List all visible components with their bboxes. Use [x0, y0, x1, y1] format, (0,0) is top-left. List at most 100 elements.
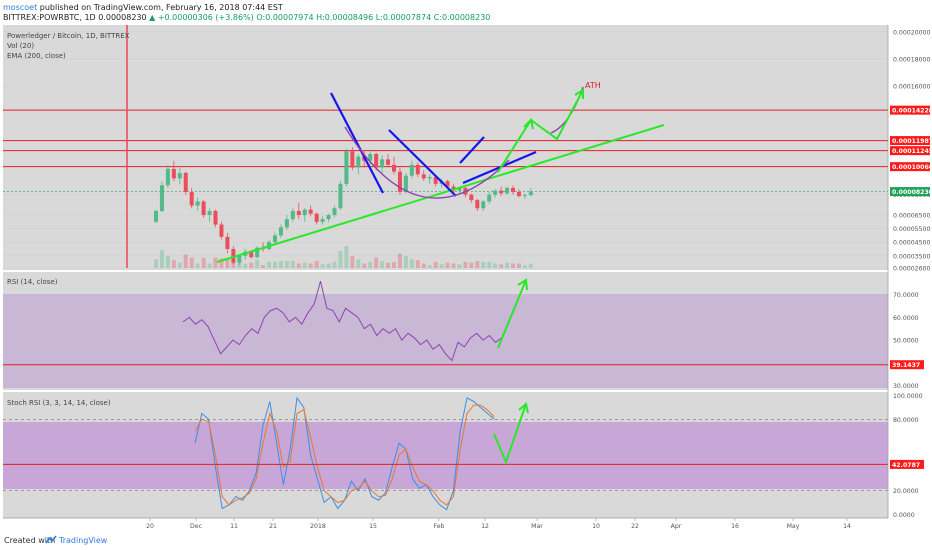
volume-bar [522, 265, 527, 268]
level-tag-label: 0.00014228 [892, 108, 932, 115]
candle [314, 213, 319, 222]
candle [397, 171, 402, 192]
time-tick-label: 22 [631, 523, 639, 530]
ohlc-values: O:0.00007974 H:0.00008496 L:0.00007874 C… [256, 13, 491, 22]
time-tick-label: Dec [190, 523, 203, 530]
candle [237, 255, 242, 263]
volume-bar [171, 260, 176, 268]
price-tick-label: 0.00018000 [893, 56, 930, 63]
volume-bar [427, 265, 432, 268]
volume-bar [392, 261, 396, 268]
candle [433, 177, 438, 184]
time-axis[interactable]: 20 Dec 11 21 2018 15 Feb 12 Mar 10 22 Apr 16 May 14 [146, 518, 851, 530]
candle [392, 164, 396, 172]
candle [296, 210, 301, 216]
time-tick-label: Mar [531, 523, 543, 530]
candle [457, 187, 462, 191]
volume-bar [344, 246, 349, 268]
volume-bar [457, 264, 462, 268]
time-tick-label: 16 [731, 523, 739, 530]
candle [528, 191, 533, 196]
price-title: Powerledger / Bitcoin, 1D, BITTREX [7, 32, 130, 40]
volume-bar [380, 261, 385, 268]
candle [415, 164, 420, 175]
volume-bar [231, 257, 236, 268]
volume-bar [332, 261, 337, 268]
candle [403, 175, 408, 192]
candle [386, 159, 391, 165]
time-tick-label: May [787, 523, 800, 530]
volume-bar [207, 263, 212, 268]
candle [225, 236, 230, 249]
candle [409, 164, 414, 176]
arrowhead-2 [574, 88, 584, 99]
candle [344, 151, 349, 184]
time-tick-label: Apr [671, 523, 682, 530]
candle [380, 159, 385, 168]
price-axis[interactable]: 0.000200000.000180000.000160000.00012000… [890, 29, 932, 273]
blue-line-1 [330, 92, 384, 194]
volume-bar [296, 263, 301, 268]
volume-bar [516, 263, 521, 268]
volume-bar [237, 261, 242, 268]
volume-bar [213, 257, 218, 268]
candle [522, 195, 527, 197]
volume-bar [439, 264, 444, 268]
stoch-arrowhead [518, 402, 529, 414]
time-tick-label: 12 [481, 523, 489, 530]
price-panel [3, 25, 888, 270]
candle [249, 251, 254, 258]
candle [231, 248, 236, 263]
level-tag-label: 0.00011987 [892, 138, 932, 145]
volume-bar [267, 261, 272, 268]
stoch-d-line [194, 404, 495, 506]
volume-bar [493, 263, 498, 268]
price-tick-label: 0.00006500 [893, 213, 930, 220]
volume-bar [362, 263, 367, 268]
volume-bar [308, 263, 313, 268]
volume-bar [154, 259, 158, 268]
time-tick-label: 2018 [310, 523, 326, 530]
volume-bar [350, 256, 355, 268]
volume-bars [154, 246, 533, 268]
candle [499, 190, 504, 194]
volume-bar [225, 258, 230, 268]
level-tag [890, 136, 930, 146]
candle [511, 187, 515, 192]
candle [284, 219, 289, 228]
rsi-level-label: 39.1437 [892, 362, 920, 369]
volume-bar [273, 261, 277, 268]
volume-bar [403, 256, 408, 268]
volume-bar [338, 251, 343, 268]
rsi-band [3, 294, 888, 388]
chart-header: moscoet published on TradingView.com, Fe… [0, 0, 932, 24]
candle [356, 156, 361, 168]
rsi-projection-arrow [497, 279, 527, 349]
level-tag [890, 146, 930, 156]
price-tick-label: 0.00004500 [893, 240, 930, 247]
candlesticks [126, 25, 533, 268]
stoch-tick-label: 100.0000 [893, 393, 923, 400]
publish-line: moscoet published on TradingView.com, Fe… [3, 3, 283, 12]
author-link[interactable]: moscoet [3, 3, 38, 12]
rsi-axis[interactable]: 70.0000 60.0000 50.0000 30.0000 39.1437 [890, 292, 924, 390]
candle [165, 168, 170, 186]
last-price: 0.00008230 [98, 13, 147, 22]
volume-legend: Vol (20) [7, 42, 34, 50]
volume-bar [284, 261, 289, 268]
chart-canvas[interactable]: ATH Powerledger / Bitcoin, 1D, BITTREX V… [0, 0, 932, 532]
time-tick-label: Feb [434, 523, 445, 530]
candle [183, 172, 188, 192]
time-tick-label: 10 [592, 523, 600, 530]
candle [475, 200, 480, 209]
candle [481, 201, 486, 209]
candle [290, 210, 295, 220]
stoch-axis[interactable]: 100.0000 80.0000 20.0000 0.0000 42.0787 [890, 393, 924, 519]
green-projection [497, 89, 584, 173]
ema-legend: EMA (200, close) [7, 52, 66, 60]
tradingview-link[interactable]: TradingView [59, 536, 108, 545]
blue-line-2 [388, 129, 457, 197]
volume-bar [278, 261, 283, 268]
candle [177, 172, 182, 179]
rsi-level-tag [890, 360, 924, 370]
